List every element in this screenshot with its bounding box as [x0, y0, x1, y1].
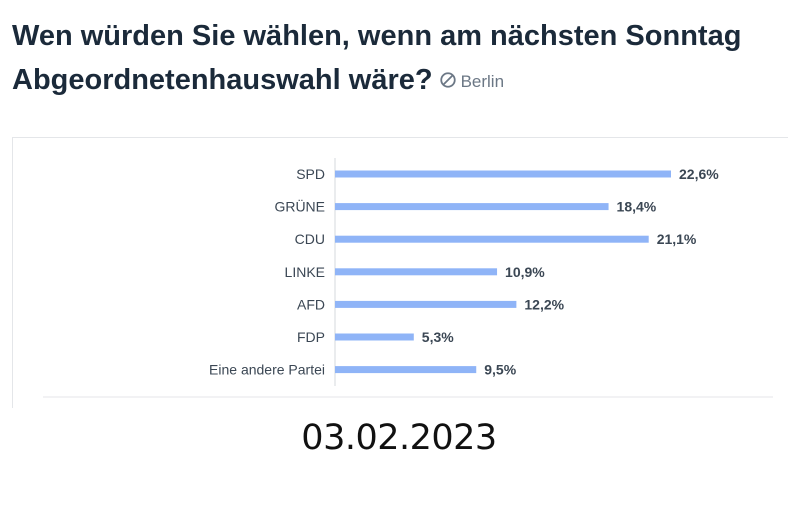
category-label: GRÜNE [274, 198, 325, 215]
category-label: SPD [296, 166, 325, 182]
category-label: CDU [295, 231, 325, 247]
no-symbol-icon [439, 72, 456, 88]
bar [335, 300, 517, 308]
category-label: FDP [297, 329, 325, 345]
category-label: LINKE [285, 264, 325, 280]
value-label: 22,6% [679, 166, 719, 182]
category-label: Eine andere Partei [209, 362, 325, 378]
value-label: 9,5% [484, 362, 516, 378]
bar [335, 268, 498, 276]
title-text: Wen würden Sie wählen, wenn am nächsten … [12, 20, 742, 96]
chart-title: Wen würden Sie wählen, wenn am nächsten … [12, 14, 782, 104]
region-badge: Berlin [439, 59, 504, 104]
date-label: 03.02.2023 [301, 418, 497, 458]
bar-chart: SPD 22,6% GRÜNE 18,4% CDU 21,1% LINKE 10,9% AFD 1… [43, 158, 773, 398]
bar [335, 366, 477, 374]
bar [335, 235, 649, 243]
bar [335, 170, 671, 178]
value-label: 10,9% [505, 264, 545, 280]
value-label: 21,1% [657, 231, 697, 247]
region-label: Berlin [460, 72, 505, 92]
value-label: 5,3% [422, 329, 454, 345]
category-label: AFD [297, 296, 325, 312]
value-label: 18,4% [617, 199, 657, 215]
bar [335, 333, 414, 341]
chart-container: SPD 22,6% GRÜNE 18,4% CDU 21,1% LINKE 10,9% AFD 1… [12, 137, 788, 408]
bar [335, 203, 609, 211]
value-label: 12,2% [524, 296, 564, 312]
